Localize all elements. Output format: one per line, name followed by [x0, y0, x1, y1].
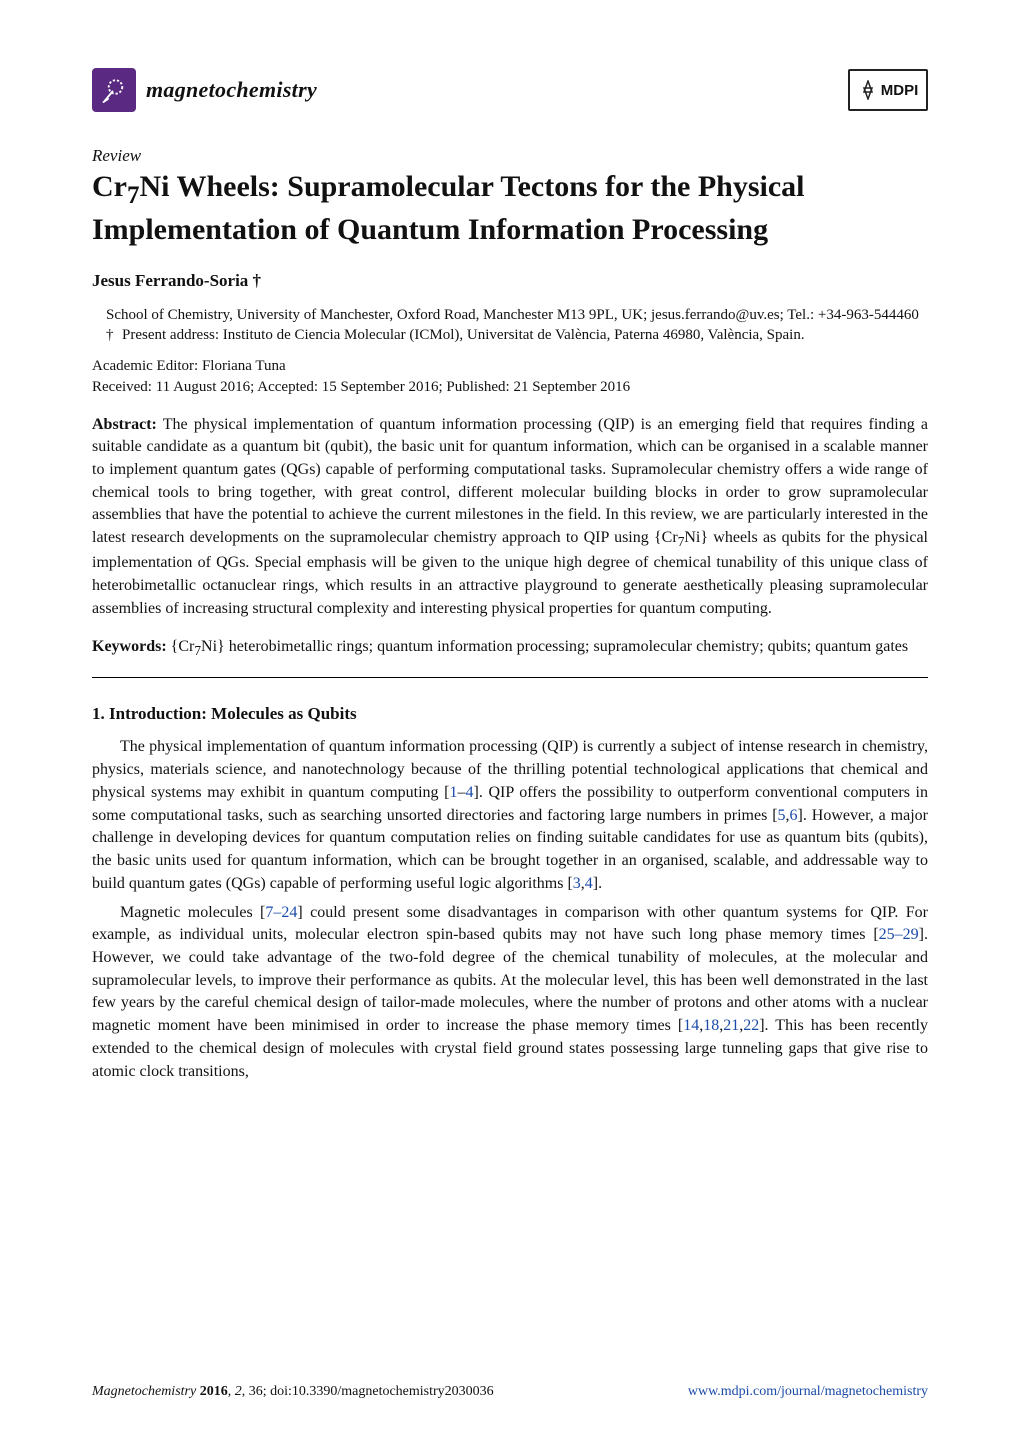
header-row: magnetochemistry MDPI — [92, 68, 928, 112]
abstract: Abstract: The physical implementation of… — [92, 414, 928, 621]
affiliation-block: School of Chemistry, University of Manch… — [106, 305, 928, 346]
cite-link[interactable]: 5 — [778, 807, 786, 824]
cite-link[interactable]: 22 — [743, 1017, 759, 1034]
affiliation-text: School of Chemistry, University of Manch… — [106, 305, 928, 326]
present-address: Present address: Instituto de Ciencia Mo… — [122, 325, 805, 346]
footer-journal-italic: Magnetochemistry — [92, 1384, 196, 1399]
footer-url[interactable]: www.mdpi.com/journal/magnetochemistry — [688, 1384, 928, 1400]
footer-citation: Magnetochemistry 2016, 2, 36; doi:10.339… — [92, 1384, 494, 1400]
article-dates: Received: 11 August 2016; Accepted: 15 S… — [92, 377, 928, 398]
footer-year: 2016 — [196, 1384, 228, 1399]
page-footer: Magnetochemistry 2016, 2, 36; doi:10.339… — [92, 1384, 928, 1400]
cite-link[interactable]: 4 — [585, 875, 593, 892]
cite-link[interactable]: 3 — [573, 875, 581, 892]
keywords-text: {Cr7Ni} heterobimetallic rings; quantum … — [171, 638, 908, 655]
footer-rest: , 2, 36; doi:10.3390/magnetochemistry203… — [228, 1384, 494, 1399]
cite-link[interactable]: 7–24 — [265, 904, 297, 921]
divider-rule — [92, 677, 928, 678]
cite-link[interactable]: 21 — [723, 1017, 739, 1034]
section-heading: 1. Introduction: Molecules as Qubits — [92, 704, 928, 724]
author-name: Jesus Ferrando-Soria † — [92, 271, 928, 291]
cite-link[interactable]: 25–29 — [879, 926, 919, 943]
journal-brand: magnetochemistry — [92, 68, 317, 112]
body-paragraph: The physical implementation of quantum i… — [92, 736, 928, 895]
article-title: Cr7Ni Wheels: Supramolecular Tectons for… — [92, 168, 928, 249]
cite-link[interactable]: 18 — [703, 1017, 719, 1034]
abstract-text: The physical implementation of quantum i… — [92, 416, 928, 617]
publisher-logo-icon: MDPI — [848, 69, 928, 111]
journal-logo-icon — [92, 68, 136, 112]
cite-link[interactable]: 14 — [683, 1017, 699, 1034]
cite-link[interactable]: 1 — [450, 784, 458, 801]
keywords: Keywords: {Cr7Ni} heterobimetallic rings… — [92, 636, 928, 661]
journal-name: magnetochemistry — [146, 77, 317, 103]
keywords-label: Keywords: — [92, 638, 167, 655]
journal-url-link[interactable]: www.mdpi.com/journal/magnetochemistry — [688, 1384, 928, 1399]
abstract-label: Abstract: — [92, 416, 157, 433]
article-type: Review — [92, 146, 928, 166]
publisher-logo-text: MDPI — [881, 82, 919, 99]
dagger-symbol: † — [106, 325, 122, 346]
cite-link[interactable]: 6 — [790, 807, 798, 824]
academic-editor: Academic Editor: Floriana Tuna — [92, 356, 928, 377]
body-paragraph: Magnetic molecules [7–24] could present … — [92, 902, 928, 1084]
cite-link[interactable]: 4 — [466, 784, 474, 801]
